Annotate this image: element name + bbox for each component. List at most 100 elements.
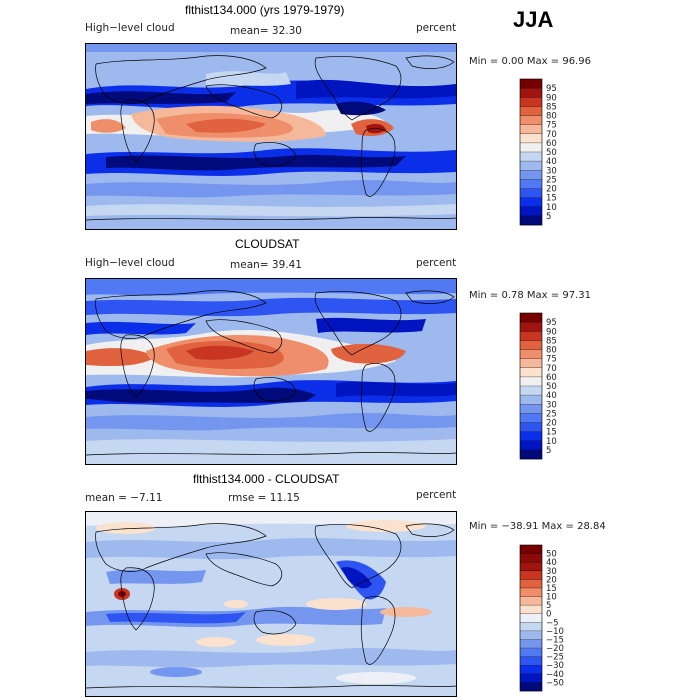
colorbar-swatch [520,358,542,369]
panel-3-rmse-label: rmse = 11.15 [228,492,300,504]
colorbar-tick-label: 95 [546,318,557,328]
colorbar-tick-label: 40 [546,157,557,167]
colorbar-swatch [520,367,542,378]
colorbar-tick-label: 0 [546,610,551,620]
panel-2-variable-label: High−level cloud [85,257,175,269]
colorbar-swatch [520,349,542,359]
colorbar-swatch [520,79,542,89]
colorbar-tick-label: 15 [546,428,557,438]
colorbar-swatch [520,622,542,632]
colorbar-tick-label: 25 [546,409,557,419]
colorbar-tick-label: 85 [546,336,557,346]
colorbar-tick-label: 5 [546,212,551,222]
colorbar-tick-label: −10 [546,627,564,637]
colorbar-tick-label: 40 [546,391,557,401]
season-label: JJA [513,7,554,32]
colorbar-tick-label: 20 [546,575,557,585]
colorbar-swatch [520,88,542,98]
colorbar-tick-label: 5 [546,446,551,456]
colorbar-swatch [520,179,542,189]
colorbar-swatch [520,665,542,675]
colorbar-tick-label: −40 [546,670,564,680]
colorbar-tick-label: −25 [546,653,564,663]
colorbar-tick-label: 15 [546,194,557,204]
colorbar-swatch [520,440,542,451]
colorbar-tick-label: 60 [546,373,557,383]
colorbar-swatch [520,124,542,135]
panel-3-map [85,511,457,697]
panel-1-variable-label: High−level cloud [85,22,175,34]
colorbar-swatch [520,596,542,606]
colorbar-swatch [520,656,542,666]
colorbar-tick-label: 30 [546,166,557,176]
colorbar-swatch [520,613,542,623]
colorbar-tick-label: 30 [546,400,557,410]
panel-1-title: flthist134.000 (yrs 1979-1979) [185,3,345,17]
panel-3-minmax: Min = −38.91 Max = 28.84 [469,521,606,532]
panel-3-title: flthist134.000 - CLOUDSAT [193,472,340,486]
panel-2-map [85,278,457,465]
colorbar-swatch [520,206,542,217]
panel-1-colorbar: 5 10 15 20 25 30 40 50 60 70 75 80 85 90 95 [510,78,580,226]
colorbar-swatch [520,587,542,597]
colorbar-swatch [520,170,542,180]
panel-3-mean-label: mean = −7.11 [85,492,163,504]
colorbar-tick-label: 40 [546,558,557,568]
colorbar-tick-label: 90 [546,93,557,103]
colorbar-swatch [520,422,542,432]
panel-1-map [85,43,457,230]
panel-1-units-label: percent [416,22,457,34]
panel-2-minmax: Min = 0.78 Max = 97.31 [469,290,591,301]
panel-3-colorbar: −50 −40 −30 −25 −20 −15 −10 −5 0 5 10 15 20 30 40 50 [510,544,580,692]
colorbar-tick-label: −30 [546,661,564,671]
panel-2-mean-label: mean= 39.41 [230,259,302,271]
colorbar-border [519,544,543,692]
colorbar-swatch [520,97,542,107]
colorbar-tick-label: 25 [546,175,557,185]
panel-1-minmax: Min = 0.00 Max = 96.96 [469,56,591,67]
colorbar-tick-label: 30 [546,567,557,577]
colorbar-swatch [520,395,542,405]
colorbar-tick-label: 15 [546,584,557,594]
colorbar-swatch [520,386,542,396]
colorbar-swatch [520,673,542,683]
colorbar-tick-label: −20 [546,644,564,654]
colorbar-swatch [520,682,542,692]
colorbar-tick-label: 60 [546,139,557,149]
colorbar-swatch [520,639,542,649]
colorbar-swatch [520,197,542,208]
colorbar-swatch [520,106,542,116]
colorbar-swatch [520,331,542,341]
colorbar-swatch [520,579,542,589]
colorbar-tick-label: 50 [546,550,557,560]
colorbar-swatch [520,605,542,615]
colorbar-swatch [520,630,542,640]
colorbar-tick-label: 80 [546,346,557,356]
colorbar-tick-label: 10 [546,593,557,603]
colorbar-swatch [520,376,542,387]
colorbar-swatch [520,215,542,226]
colorbar-tick-label: 10 [546,437,557,447]
colorbar-swatch [520,188,542,198]
colorbar-swatch [520,404,542,414]
panel-2-colorbar: 5 10 15 20 25 30 40 50 60 70 75 80 85 90 95 [510,312,580,460]
colorbar-tick-label: 70 [546,364,557,374]
colorbar-tick-label: 50 [546,148,557,158]
colorbar-swatch [520,115,542,125]
colorbar-tick-label: 85 [546,102,557,112]
colorbar-swatch [520,431,542,442]
colorbar-tick-label: −5 [546,618,559,628]
colorbar-swatch [520,142,542,153]
colorbar-swatch [520,313,542,323]
colorbar-tick-label: 75 [546,355,557,365]
colorbar-swatch [520,553,542,563]
colorbar-swatch [520,152,542,162]
colorbar-tick-label: 20 [546,185,557,195]
colorbar-swatch [520,340,542,350]
colorbar-swatch [520,648,542,657]
colorbar-tick-label: 20 [546,419,557,429]
colorbar-tick-label: 80 [546,112,557,122]
colorbar-tick-label: 90 [546,327,557,337]
